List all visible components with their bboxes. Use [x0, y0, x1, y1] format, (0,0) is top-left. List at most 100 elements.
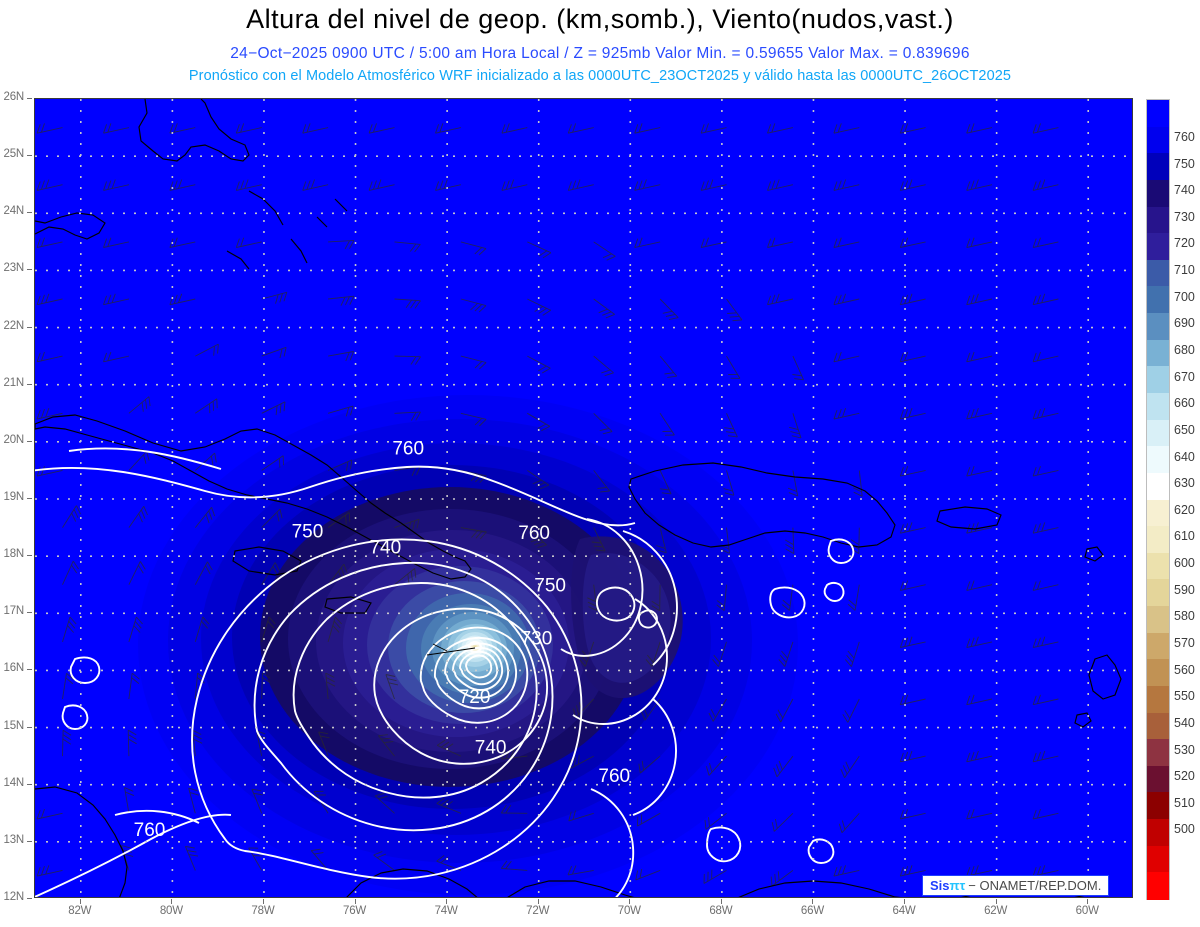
wind-barb-flag [788, 426, 799, 431]
wind-barb [124, 787, 130, 814]
wind-barb-flag [782, 599, 791, 607]
wind-barb-flag [591, 541, 602, 544]
wind-barb-flag [537, 423, 547, 429]
wind-barb-flag [412, 520, 416, 530]
wind-barb-flag [598, 308, 608, 314]
wind-barb-flag [844, 710, 851, 719]
wind-barb-flag [712, 659, 719, 667]
wind-barb-flag [578, 754, 580, 765]
wind-barb-flag [124, 787, 134, 792]
wind-barb [966, 298, 993, 306]
wind-barb [261, 455, 284, 471]
wind-barb-flag [847, 650, 855, 659]
wind-barb [374, 795, 395, 814]
wind-barb-flag [111, 293, 116, 303]
wind-barb-flag [500, 804, 507, 814]
wind-barb [37, 412, 63, 420]
wind-barb-flag [1032, 124, 1037, 134]
wind-barb-flag [73, 509, 79, 518]
map-plot-area[interactable]: 760 750 740 760 750 730 720 740 760 760 [34, 98, 1133, 898]
colorbar[interactable] [1146, 99, 1170, 900]
wind-barb-flag [853, 491, 863, 497]
colorbar-segment [1147, 179, 1169, 208]
wind-barb-flag [479, 475, 487, 484]
wind-barb [328, 239, 355, 243]
lat-label: 14N [3, 776, 25, 789]
wind-barb-flag [904, 351, 909, 362]
wind-barb-flag [634, 124, 639, 134]
wind-barb-flag [974, 179, 979, 189]
graticule-layer [35, 99, 1132, 897]
wind-barb-flag [899, 695, 904, 705]
wind-barb [261, 508, 281, 528]
wind-barb-flag [36, 181, 41, 191]
wind-barb-flag [732, 319, 742, 322]
colorbar-segment [1147, 419, 1169, 447]
wind-barb [194, 616, 204, 643]
wind-barb-flag [501, 124, 506, 134]
lon-label: 78W [251, 905, 275, 917]
wind-barb-flag [974, 407, 979, 418]
wind-barb [318, 731, 329, 757]
wind-barb-flag [279, 348, 283, 359]
wind-barb-flag [634, 238, 639, 248]
wind-barb-flag [240, 180, 245, 190]
wind-barb-flag [349, 351, 355, 361]
wind-barb-flag [1036, 180, 1041, 190]
wind-barb-flag [325, 677, 335, 683]
wind-barb-flag [775, 713, 782, 723]
wind-barb-flag [837, 408, 842, 419]
wind-barb-flag [414, 244, 421, 253]
wind-barb [900, 869, 926, 877]
lon-tick [446, 899, 448, 904]
wind-barb-flag [837, 123, 842, 133]
wind-barb-flag [602, 311, 612, 316]
wind-barb-flag [635, 870, 639, 880]
wind-barb-flag [970, 351, 975, 362]
wind-barb-flag [405, 299, 412, 309]
wind-barb [1033, 812, 1059, 820]
lat-label: 19N [3, 491, 25, 503]
colorbar-segment [1147, 552, 1169, 580]
colorbar-tick-label: 530 [1174, 742, 1195, 757]
wind-barb-flag [439, 123, 444, 133]
wind-barb-flag [842, 407, 847, 418]
wind-barb [1033, 584, 1059, 591]
wind-barb-flag [440, 741, 450, 748]
wind-barb-flag [169, 181, 174, 191]
wind-barb-flag [128, 734, 137, 740]
wind-barb-flag [314, 852, 324, 855]
wind-barb-flag [332, 625, 340, 633]
wind-barb [584, 641, 595, 667]
wind-barb-flag [727, 312, 737, 314]
wind-barb-flag [306, 123, 311, 133]
colorbar-segment [1147, 632, 1169, 660]
wind-barb-flag [833, 295, 838, 305]
colorbar-segment [1147, 153, 1169, 181]
wind-barb [780, 698, 794, 723]
contour-label: 760 [392, 438, 424, 459]
wind-barb-flag [700, 124, 705, 134]
wind-barb-flag [141, 402, 144, 412]
wind-barb-flag [847, 603, 856, 611]
wind-barb-flag [235, 238, 240, 248]
wind-barb-flag [185, 845, 195, 849]
wind-barb-flag [344, 296, 350, 306]
wind-barb [62, 616, 71, 643]
wind-barb [966, 184, 993, 191]
wind-barb [659, 413, 675, 436]
wind-barb-flag [767, 124, 772, 134]
colorbar-tick-label: 500 [1174, 822, 1195, 837]
wind-barb-flag [272, 566, 278, 575]
wind-barb [394, 355, 421, 358]
contour-label: 750 [534, 576, 566, 597]
lon-label: 68W [709, 905, 733, 917]
wind-barb-flag [767, 295, 772, 305]
wind-barb [302, 184, 329, 191]
wind-barb-flag [275, 294, 279, 304]
wind-barb [701, 184, 727, 191]
wind-barb-flag [62, 734, 72, 741]
wind-barb-flag [205, 514, 210, 524]
wind-barb-flag [439, 180, 444, 190]
colorbar-tick-label: 540 [1174, 715, 1195, 730]
